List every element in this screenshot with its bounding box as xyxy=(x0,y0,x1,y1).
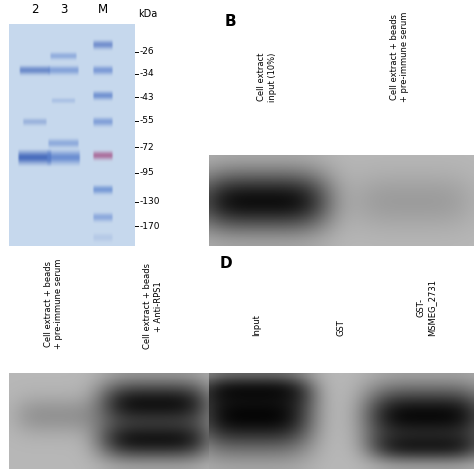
Text: -26: -26 xyxy=(139,47,154,56)
Text: Input: Input xyxy=(252,314,261,336)
Text: D: D xyxy=(219,255,232,271)
Text: GST: GST xyxy=(337,319,346,336)
Text: B: B xyxy=(225,14,236,29)
Text: GST-
MSMEG_2731: GST- MSMEG_2731 xyxy=(417,279,436,336)
Text: -95: -95 xyxy=(139,168,154,177)
Text: 3: 3 xyxy=(60,2,67,16)
Text: Cell extract
input (10%): Cell extract input (10%) xyxy=(257,53,277,102)
Text: M: M xyxy=(98,2,109,16)
Text: -170: -170 xyxy=(139,222,160,231)
Text: Cell extract + beads
+ pre-immune serum: Cell extract + beads + pre-immune serum xyxy=(44,259,63,349)
Text: -55: -55 xyxy=(139,116,154,125)
Text: -34: -34 xyxy=(139,69,154,78)
Text: 2: 2 xyxy=(32,2,39,16)
Text: Cell extract + beads
+ pre-immune serum: Cell extract + beads + pre-immune serum xyxy=(390,11,410,102)
Text: -43: -43 xyxy=(139,93,154,102)
Text: kDa: kDa xyxy=(138,9,158,18)
Text: Cell extract + beads
+ Anti-RPS1: Cell extract + beads + Anti-RPS1 xyxy=(143,264,163,349)
Text: -72: -72 xyxy=(139,143,154,152)
Text: -130: -130 xyxy=(139,198,160,206)
Text: Anti-MSMEG_2731: Anti-MSMEG_2731 xyxy=(219,416,314,427)
